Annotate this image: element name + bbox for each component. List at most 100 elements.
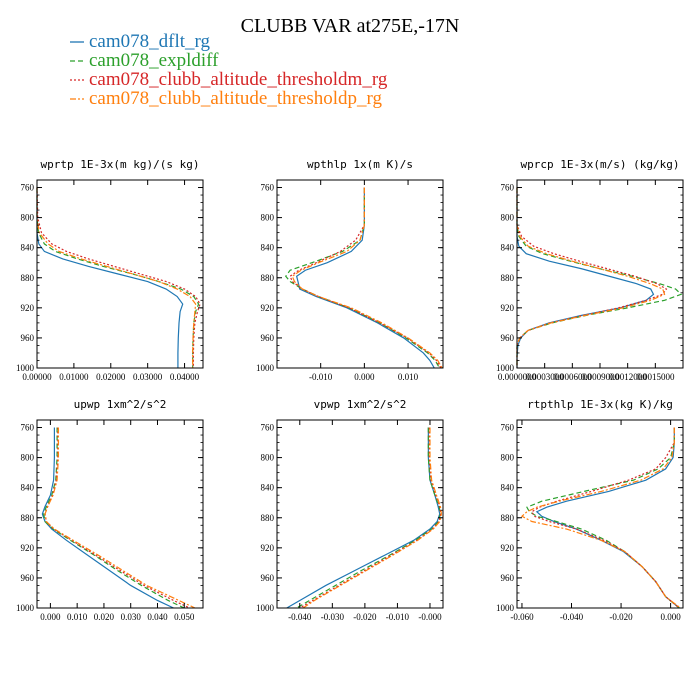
y-tick-label: 1000 — [16, 603, 35, 613]
panels-grid: wprtp 1E-3x(m kg)/(s kg) 760 800 840 880 920 9… — [16, 158, 684, 622]
x-tick-label: -0.030 — [321, 612, 345, 622]
plot-frame — [276, 179, 444, 369]
y-tick-label: 880 — [21, 273, 35, 283]
panel-title: wpthlp 1x(m K)/s — [307, 158, 413, 171]
plot-frame — [516, 419, 684, 609]
y-tick-label: 800 — [21, 453, 35, 463]
y-tick-label: 840 — [261, 483, 275, 493]
series-line — [295, 187, 435, 369]
series-line — [535, 427, 680, 609]
x-tick-label: 0.000 — [354, 372, 375, 382]
x-tick-label: 0.000 — [660, 612, 681, 622]
series-line — [516, 187, 668, 368]
x-tick-label: 0.020 — [94, 612, 115, 622]
series-line — [296, 427, 442, 609]
x-tick-label: 0.0015000 — [636, 372, 675, 382]
x-tick-label: 0.03000 — [133, 372, 163, 382]
x-tick-label: -0.060 — [510, 612, 534, 622]
chart-panel: wprtp 1E-3x(m kg)/(s kg) 760 800 840 880 920 9… — [16, 158, 204, 382]
x-tick-label: -0.000 — [418, 612, 442, 622]
y-tick-label: 1000 — [496, 603, 515, 613]
panel-title: rtpthlp 1E-3x(kg K)/kg — [527, 398, 673, 411]
y-tick-label: 760 — [501, 183, 515, 193]
x-tick-label: 0.040 — [147, 612, 168, 622]
y-tick-label: 760 — [501, 423, 515, 433]
y-tick-label: 760 — [21, 423, 35, 433]
y-tick-label: 960 — [21, 333, 35, 343]
y-tick-label: 960 — [261, 573, 275, 583]
panel-title: vpwp 1xm^2/s^2 — [314, 398, 407, 411]
series-line — [36, 187, 200, 368]
x-tick-label: 0.0006000 — [553, 372, 592, 382]
y-tick-label: 1000 — [16, 363, 35, 373]
series-line — [36, 187, 201, 368]
y-tick-label: 880 — [501, 273, 515, 283]
x-tick-label: -0.040 — [560, 612, 584, 622]
plot-frame — [36, 419, 204, 609]
x-tick-label: 0.0003000 — [526, 372, 565, 382]
x-tick-label: 0.000 — [40, 612, 61, 622]
y-tick-label: 840 — [501, 483, 515, 493]
y-tick-label: 920 — [261, 543, 275, 553]
series-line — [289, 187, 442, 369]
x-tick-label: 0.04000 — [170, 372, 200, 382]
y-tick-label: 800 — [261, 213, 275, 223]
x-tick-label: 0.010 — [67, 612, 88, 622]
y-tick-label: 840 — [261, 243, 275, 253]
panel-title: wprcp 1E-3x(m/s) (kg/kg) — [521, 158, 680, 171]
y-tick-label: 880 — [501, 513, 515, 523]
x-tick-label: 0.0012000 — [609, 372, 648, 382]
y-tick-label: 960 — [261, 333, 275, 343]
x-tick-label: 0.030 — [121, 612, 142, 622]
y-tick-label: 1000 — [496, 363, 515, 373]
panel-title: wprtp 1E-3x(m kg)/(s kg) — [41, 158, 200, 171]
series-line — [41, 427, 174, 609]
chart-panel: wprcp 1E-3x(m/s) (kg/kg) 760 800 840 880 920 9… — [496, 158, 684, 382]
y-tick-label: 880 — [261, 513, 275, 523]
plot-frame — [36, 179, 204, 369]
y-tick-label: 840 — [501, 243, 515, 253]
series-line — [284, 187, 441, 369]
legend-label: cam078_expldiff — [89, 50, 219, 71]
chart-panel: wpthlp 1x(m K)/s 760 800 840 880 920 960 1000 -0… — [256, 158, 444, 382]
chart-panel: upwp 1xm^2/s^2 760 800 840 880 920 960 1000 0.00… — [16, 398, 204, 622]
y-tick-label: 960 — [21, 573, 35, 583]
series-line — [44, 427, 190, 609]
x-tick-label: -0.040 — [288, 612, 312, 622]
y-tick-label: 920 — [501, 303, 515, 313]
series-line — [302, 427, 442, 609]
y-tick-label: 840 — [21, 483, 35, 493]
legend-label: cam078_dflt_rg — [89, 31, 211, 52]
legend-label: cam078_clubb_altitude_thresholdp_rg — [89, 88, 383, 109]
y-tick-label: 800 — [261, 453, 275, 463]
y-tick-label: 800 — [501, 453, 515, 463]
x-tick-label: 0.050 — [174, 612, 195, 622]
y-tick-label: 800 — [21, 213, 35, 223]
y-tick-label: 920 — [21, 303, 35, 313]
y-tick-label: 840 — [21, 243, 35, 253]
series-line — [36, 187, 184, 368]
x-tick-label: -0.010 — [309, 372, 333, 382]
y-tick-label: 760 — [261, 423, 275, 433]
series-line — [286, 427, 441, 609]
chart-panel: rtpthlp 1E-3x(kg K)/kg 760 800 840 880 920 960… — [496, 398, 684, 622]
series-line — [36, 187, 197, 368]
y-tick-label: 760 — [21, 183, 35, 193]
y-tick-label: 960 — [501, 573, 515, 583]
y-tick-label: 920 — [261, 303, 275, 313]
x-tick-label: 0.010 — [398, 372, 419, 382]
y-tick-label: 1000 — [256, 363, 275, 373]
series-line — [526, 427, 680, 609]
y-tick-label: 760 — [261, 183, 275, 193]
x-tick-label: -0.010 — [386, 612, 410, 622]
y-tick-label: 920 — [501, 543, 515, 553]
x-tick-label: -0.020 — [353, 612, 377, 622]
x-tick-label: 0.02000 — [96, 372, 126, 382]
y-tick-label: 880 — [21, 513, 35, 523]
y-tick-label: 920 — [21, 543, 35, 553]
series-line — [516, 187, 666, 368]
plot-frame — [276, 419, 444, 609]
series-line — [299, 427, 442, 609]
